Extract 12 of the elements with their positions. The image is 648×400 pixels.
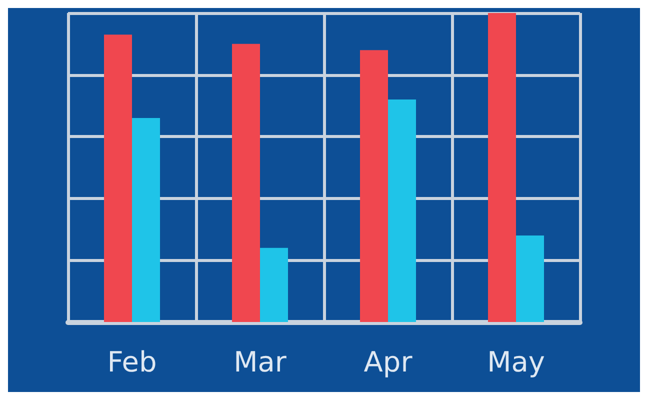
x-tick-label: May <box>487 346 545 378</box>
bar <box>260 248 288 322</box>
bar <box>488 13 516 322</box>
x-tick-label: Feb <box>107 346 157 378</box>
bar <box>516 235 544 322</box>
x-tick-label: Mar <box>234 346 287 378</box>
bar <box>232 44 260 322</box>
bar <box>388 100 416 322</box>
bar <box>104 34 132 322</box>
bar <box>360 50 388 322</box>
x-tick-label: Apr <box>364 346 413 378</box>
bar <box>132 118 160 322</box>
